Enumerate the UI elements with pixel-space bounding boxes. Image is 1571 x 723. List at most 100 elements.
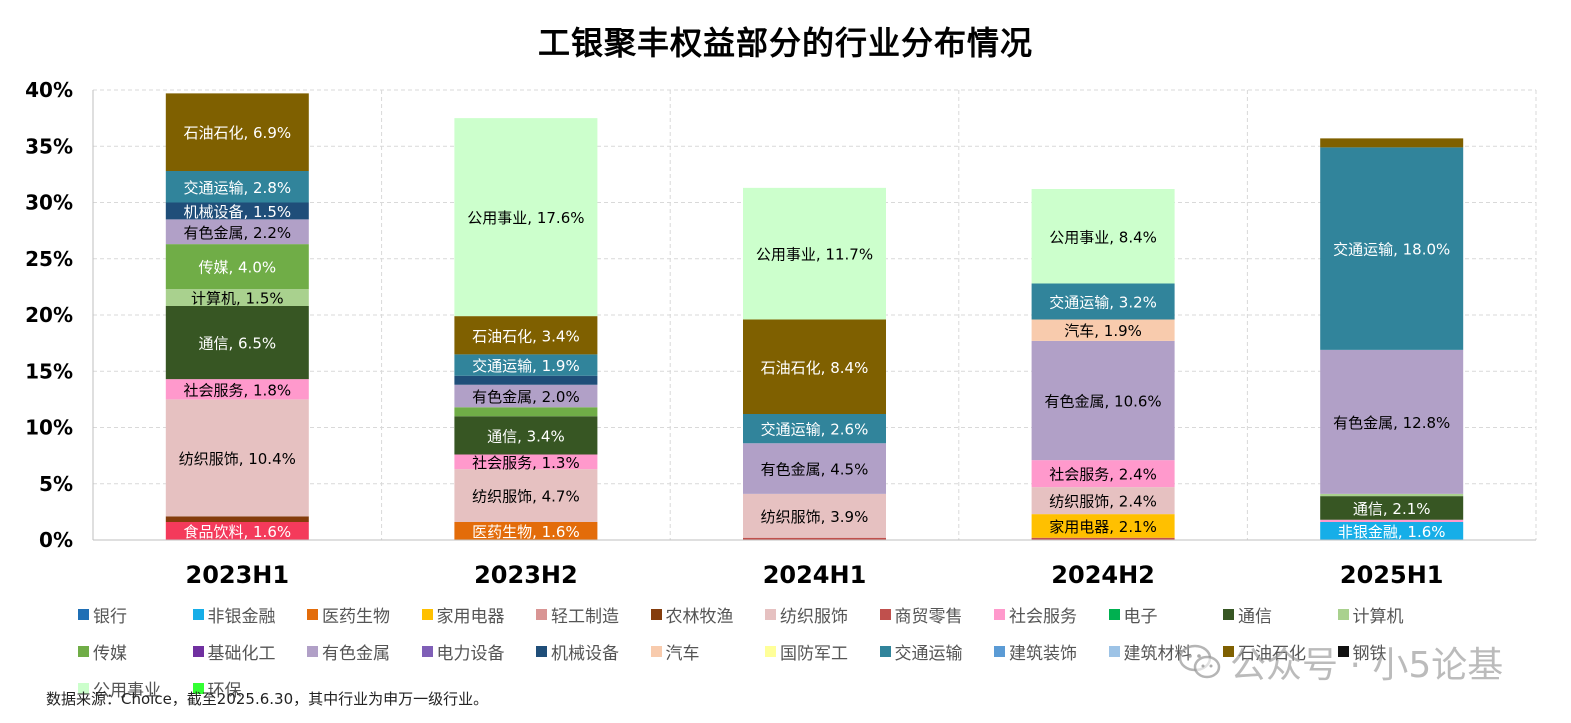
bar-segment-公用事业: [1031, 189, 1175, 284]
legend-swatch: [765, 646, 776, 657]
data-label: 医药生物, 1.6%: [472, 523, 580, 541]
y-tick-label: 30%: [25, 191, 73, 215]
legend-swatch: [307, 609, 318, 620]
legend-label: 国防军工: [780, 644, 848, 664]
bar-segment-石油石化: [454, 316, 598, 355]
y-tick-label: 25%: [25, 247, 73, 271]
legend-item: 家用电器: [421, 602, 537, 627]
legend-label: 公用事业: [93, 681, 161, 701]
legend-label: 石油石化: [1238, 644, 1306, 664]
bar-segment-纺织服饰: [743, 493, 886, 538]
data-label: 公用事业, 11.7%: [756, 246, 873, 264]
legend-item: 商贸零售: [879, 602, 995, 627]
legend-item: 电子: [1108, 602, 1224, 627]
legend-item: 非银金融: [192, 602, 308, 627]
data-label: 石油石化, 8.4%: [761, 359, 869, 377]
bar-segment-有色金属: [454, 384, 598, 408]
bar-stack-2025H1: 非银金融, 1.6% 通信, 2.1% 有色金属, 12.8% 交通运输, 18.0%: [1320, 138, 1464, 541]
legend-swatch: [650, 646, 662, 657]
bar-segment-计算机: [1320, 493, 1464, 497]
legend-swatch: [1223, 609, 1234, 620]
legend-label: 环保: [207, 681, 242, 701]
y-tick-label: 5%: [39, 472, 73, 496]
bar-stack-2024H1: 纺织服饰, 3.9% 有色金属, 4.5% 交通运输, 2.6% 石油石化, 8.4%…: [743, 187, 886, 540]
legend-label: 社会服务: [1009, 607, 1077, 627]
bar-segment-通信: [1320, 496, 1464, 520]
data-label: 交通运输, 3.2%: [1049, 294, 1157, 312]
legend-item: 交通运输: [879, 639, 995, 664]
bar-segment-家用电器: [1031, 514, 1175, 538]
source-note: 数据来源：Choice，截至2025.6.30，其中行业为申万一级行业。: [46, 690, 489, 708]
data-label: 石油石化, 3.4%: [472, 327, 580, 345]
legend-item: 建筑材料: [1108, 639, 1224, 664]
legend-item: 银行: [78, 602, 193, 627]
legend-swatch: [879, 609, 891, 620]
legend-item: 钢铁: [1337, 639, 1453, 664]
legend-label: 传媒: [93, 644, 127, 664]
legend-swatch: [1108, 646, 1120, 657]
legend-swatch: [994, 609, 1005, 620]
stacked-bar-chart: 0% 5% 10% 15% 20% 25% 30% 35% 40% 食品饮料, 1.6% 纺织服饰…: [25, 78, 1537, 589]
legend-label: 汽车: [665, 644, 700, 664]
legend-swatch: [421, 646, 433, 657]
legend-swatch: [536, 646, 547, 657]
data-label: 家用电器, 2.1%: [1049, 518, 1157, 536]
bar-stack-2023H2: 医药生物, 1.6% 纺织服饰, 4.7% 社会服务, 1.3% 通信, 3.4% 有色…: [454, 118, 598, 541]
legend-item: 建筑装饰: [994, 639, 1109, 664]
legend-item: 医药生物: [307, 602, 422, 627]
legend-swatch: [192, 609, 204, 620]
legend-swatch: [307, 646, 318, 657]
legend-item: 纺织服饰: [765, 602, 880, 627]
data-label: 有色金属, 2.2%: [183, 224, 291, 242]
data-label: 食品饮料, 1.6%: [183, 523, 291, 541]
legend-label: 计算机: [1352, 607, 1404, 627]
legend-item: 环保: [192, 676, 308, 701]
legend-label: 交通运输: [894, 644, 963, 664]
bar-segment-交通运输: [743, 414, 886, 444]
x-tick-label: 2023H1: [186, 561, 290, 589]
chart-title: 工银聚丰权益部分的行业分布情况: [537, 24, 1033, 62]
data-label: 石油石化, 6.9%: [183, 124, 291, 142]
legend-label: 基础化工: [207, 644, 276, 664]
legend-item: 计算机: [1337, 602, 1453, 627]
legend-label: 通信: [1238, 607, 1272, 627]
legend-item: 国防军工: [765, 639, 880, 664]
legend-item: 机械设备: [536, 639, 651, 664]
bar-segment-社会服务: [454, 454, 598, 470]
x-tick-label: 2024H2: [1051, 561, 1155, 589]
legend-label: 农林牧渔: [665, 607, 734, 627]
data-label: 社会服务, 2.4%: [1049, 466, 1157, 484]
legend-label: 医药生物: [322, 607, 390, 627]
data-label: 纺织服饰, 4.7%: [472, 488, 580, 506]
bar-segment-纺织服饰: [454, 469, 598, 522]
legend-label: 机械设备: [551, 644, 619, 664]
legend-label: 商贸零售: [894, 607, 963, 627]
data-label: 交通运输, 1.9%: [472, 357, 580, 375]
bar-segment-传媒: [454, 407, 598, 417]
legend-item: 社会服务: [994, 602, 1109, 627]
x-tick-label: 2024H1: [763, 561, 867, 589]
legend-swatch: [192, 683, 204, 694]
legend-item: 公用事业: [78, 676, 193, 701]
legend-item: 通信: [1223, 602, 1338, 627]
bar-segment-交通运输: [1320, 147, 1464, 350]
watermark-text: 公众号 · 小5论基: [1230, 645, 1504, 686]
x-tick-label: 2025H1: [1340, 561, 1444, 589]
bars: 食品饮料, 1.6% 纺织服饰, 10.4% 社会服务, 1.8% 通信, 6.5% 计…: [165, 93, 1464, 541]
legend-item: 轻工制造: [536, 602, 651, 627]
data-label: 传媒, 4.0%: [198, 259, 276, 277]
bar-segment-有色金属: [743, 443, 886, 494]
bar-segment-社会服务: [1320, 519, 1464, 522]
y-tick-label: 0%: [39, 528, 73, 552]
legend-swatch: [78, 646, 89, 657]
legend-swatch: [1337, 646, 1349, 657]
bar-segment-公用事业: [454, 118, 598, 317]
legend-swatch: [1108, 609, 1120, 620]
x-axis-ticks: 2023H1 2023H2 2024H1 2024H2 2025H1: [186, 561, 1444, 589]
legend-swatch: [421, 609, 433, 620]
data-label: 交通运输, 18.0%: [1333, 241, 1450, 259]
bar-segment-医药生物: [454, 522, 598, 540]
data-label: 公用事业, 8.4%: [1049, 228, 1157, 246]
x-tick-label: 2023H2: [474, 561, 578, 589]
y-tick-label: 20%: [25, 303, 73, 327]
